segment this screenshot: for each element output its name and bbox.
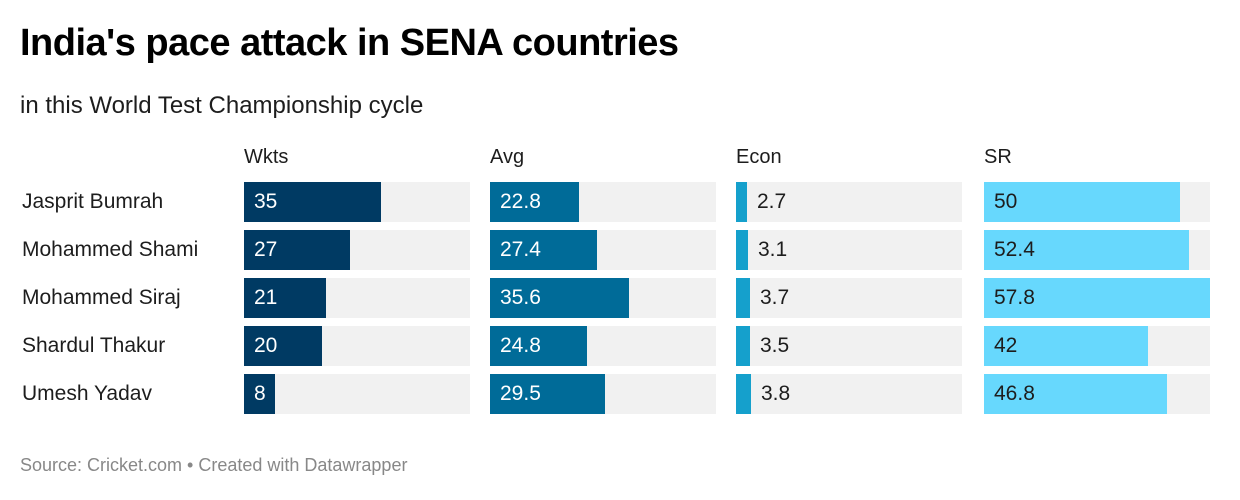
bar-econ: [736, 278, 750, 318]
bar-econ: [736, 182, 747, 222]
bar-sr: [984, 326, 1148, 366]
column-header-wkts: Wkts: [244, 146, 289, 168]
value-label: 42: [994, 334, 1018, 357]
bar-avg: [490, 326, 587, 366]
bar-track: 57.8: [984, 278, 1210, 318]
bar-sr: [984, 374, 1167, 414]
row-label: Mohammed Shami: [22, 238, 199, 261]
column-header-avg: Avg: [490, 146, 525, 168]
source-footer: Source: Cricket.com • Created with Dataw…: [20, 455, 408, 475]
value-label: 20: [254, 334, 278, 357]
bar-track: 24.8: [490, 326, 716, 366]
value-label: 21: [254, 286, 278, 309]
bar-track: 21: [244, 278, 470, 318]
row-label: Shardul Thakur: [22, 334, 166, 357]
value-label: 27: [254, 238, 278, 261]
bar-track: 27.4: [490, 230, 716, 270]
bar-wkts: [244, 374, 275, 414]
row-label: Umesh Yadav: [22, 382, 152, 405]
value-label: 27.4: [500, 238, 541, 261]
bar-track: 29.5: [490, 374, 716, 414]
bar-avg: [490, 230, 597, 270]
value-label: 3.8: [761, 382, 791, 405]
bar-track: 3.7: [736, 278, 962, 318]
bar-track: 27: [244, 230, 470, 270]
chart-title: India's pace attack in SENA countries: [20, 22, 679, 64]
value-label: 22.8: [500, 190, 541, 213]
bar-wkts: [244, 182, 381, 222]
bar-wkts: [244, 230, 350, 270]
value-label: 2.7: [757, 190, 787, 213]
column-header-econ: Econ: [736, 146, 782, 168]
chart-subtitle: in this World Test Championship cycle: [20, 92, 424, 119]
row-label: Jasprit Bumrah: [22, 190, 164, 213]
bar-track: 2.7: [736, 182, 962, 222]
column-header-sr: SR: [984, 146, 1012, 168]
bar-wkts: [244, 326, 322, 366]
value-label: 35.6: [500, 286, 541, 309]
value-label: 3.1: [758, 238, 788, 261]
bar-avg: [490, 374, 605, 414]
value-label: 57.8: [994, 286, 1035, 309]
value-label: 50: [994, 190, 1018, 213]
bar-track: 42: [984, 326, 1210, 366]
bar-track: 3.1: [736, 230, 962, 270]
bar-track: 50: [984, 182, 1210, 222]
bar-track: 3.5: [736, 326, 962, 366]
bar-track: 8: [244, 374, 470, 414]
value-label: 29.5: [500, 382, 541, 405]
value-label: 3.7: [760, 286, 790, 309]
value-label: 24.8: [500, 334, 541, 357]
bar-sr: [984, 230, 1189, 270]
row-label: Mohammed Siraj: [22, 286, 181, 309]
bar-track: 3.8: [736, 374, 962, 414]
bar-econ: [736, 374, 751, 414]
bar-wkts: [244, 278, 326, 318]
bar-sr: [984, 182, 1180, 222]
value-label: 8: [254, 382, 266, 405]
bar-econ: [736, 230, 748, 270]
bar-track: 52.4: [984, 230, 1210, 270]
value-label: 52.4: [994, 238, 1035, 261]
bar-econ: [736, 326, 750, 366]
bar-track: 35: [244, 182, 470, 222]
bar-avg: [490, 278, 629, 318]
value-label: 3.5: [760, 334, 790, 357]
value-label: 46.8: [994, 382, 1035, 405]
value-label: 35: [254, 190, 278, 213]
bar-track: 22.8: [490, 182, 716, 222]
bar-track: 46.8: [984, 374, 1210, 414]
bar-track: 35.6: [490, 278, 716, 318]
bar-avg: [490, 182, 579, 222]
bar-sr: [984, 278, 1210, 318]
bar-track: 20: [244, 326, 470, 366]
